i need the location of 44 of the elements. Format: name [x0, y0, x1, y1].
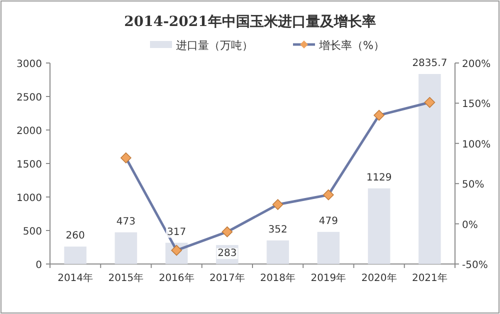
point [323, 189, 334, 200]
bar [368, 188, 390, 264]
data-label: 352 [268, 224, 288, 236]
x-tick-label: 2019年 [310, 272, 346, 284]
data-label: 1129 [366, 172, 392, 184]
x-tick-label: 2018年 [260, 272, 296, 284]
y2-tick-label: -50% [462, 260, 488, 271]
bar [418, 74, 441, 264]
data-label: 260 [66, 230, 85, 242]
y2-tick-label: 0% [462, 220, 478, 231]
data-label: 473 [116, 216, 136, 228]
y2-tick-label: 200% [462, 59, 491, 70]
y2-tick-label: 100% [462, 139, 491, 150]
data-label: 2835.7 [412, 58, 448, 70]
data-label: 283 [218, 248, 237, 260]
x-tick-label: 2016年 [158, 272, 194, 284]
y-tick-label: 500 [22, 226, 42, 238]
y2-tick-label: 50% [462, 180, 484, 191]
y-tick-label: 2500 [16, 92, 42, 104]
y-tick-label: 0 [36, 260, 42, 271]
x-tick-label: 2014年 [58, 272, 94, 284]
y-tick-label: 2000 [16, 126, 42, 137]
point [120, 152, 132, 164]
chart-title: 2014-2021年中国玉米进口量及增长率 [124, 13, 376, 30]
y-tick-label: 3000 [16, 59, 42, 70]
bar [64, 246, 86, 264]
y-tick-label: 1000 [16, 193, 42, 204]
y2-tick-label: 150% [462, 99, 491, 110]
point [424, 96, 436, 108]
x-tick-label: 2020年 [361, 272, 397, 284]
point [272, 199, 284, 210]
point [222, 226, 233, 238]
legend-label: 增长率（%） [318, 39, 384, 52]
x-tick-label: 2017年 [209, 272, 245, 284]
data-label: 317 [167, 226, 186, 238]
legend-label: 进口量（万吨） [176, 39, 253, 52]
bar [114, 232, 138, 264]
bar [317, 232, 340, 264]
data-label: 479 [318, 216, 338, 227]
x-tick-label: 2021年 [412, 272, 448, 284]
bar [266, 240, 289, 264]
x-tick-label: 2015年 [108, 272, 144, 284]
point [374, 110, 384, 121]
y-tick-label: 1500 [16, 160, 42, 170]
